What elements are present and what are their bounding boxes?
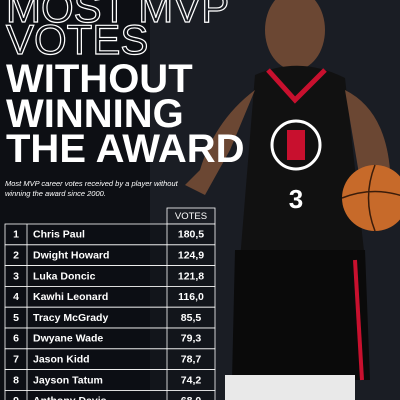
- player-name: Jayson Tatum: [33, 374, 103, 386]
- votes: 68,0: [181, 395, 202, 400]
- rank: 3: [13, 270, 19, 282]
- rank: 1: [13, 229, 19, 241]
- title-line: MOST MVP: [6, 0, 229, 31]
- votes: 78,7: [181, 353, 202, 365]
- subtitle-box: Most MVP career votes received by a play…: [5, 179, 178, 198]
- rank: 2: [13, 249, 19, 261]
- player-name: Luka Doncic: [33, 270, 96, 282]
- title-line: WINNING: [6, 92, 184, 136]
- title-line: THE AWARD: [6, 127, 245, 171]
- player-name: Chris Paul: [33, 229, 85, 241]
- votes: 116,0: [178, 291, 204, 303]
- rank: 5: [13, 312, 19, 324]
- rank: 4: [13, 291, 19, 303]
- votes: 124,9: [178, 249, 204, 261]
- svg-text:3: 3: [289, 184, 303, 214]
- player-name: Dwyane Wade: [33, 333, 103, 345]
- column-header: VOTES: [175, 211, 207, 222]
- votes: 121,8: [178, 270, 204, 282]
- player-name: Jason Kidd: [33, 353, 90, 365]
- title-line: VOTES: [6, 16, 148, 63]
- rank: 7: [13, 353, 19, 365]
- rank: 9: [13, 395, 19, 400]
- votes: 85,5: [181, 312, 202, 324]
- player-photo: 3: [150, 0, 400, 400]
- rank: 8: [13, 374, 19, 386]
- player-name: Kawhi Leonard: [33, 291, 108, 303]
- votes: 79,3: [181, 333, 202, 345]
- subtitle: Most MVP career votes received by a play…: [5, 179, 178, 198]
- player-name: Dwight Howard: [33, 249, 109, 261]
- votes: 180,5: [178, 229, 204, 241]
- player-name: Anthony Davis: [33, 395, 107, 400]
- rank: 6: [13, 333, 19, 345]
- title-line: WITHOUT: [6, 57, 193, 101]
- table: 1 Chris Paul 180,5 2 Dwight Howard 124,9 3 Luka…: [4, 223, 216, 400]
- player-name: Tracy McGrady: [33, 312, 108, 324]
- row: [4, 389, 216, 400]
- votes: 74,2: [181, 374, 202, 386]
